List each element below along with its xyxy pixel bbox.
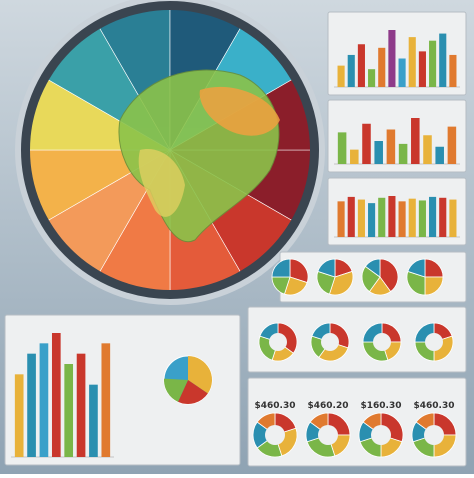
bar: [357, 199, 365, 237]
donut-hole: [373, 333, 391, 351]
bar: [398, 201, 406, 237]
panel: [4, 314, 241, 466]
donut-hole: [371, 425, 391, 445]
bar: [368, 69, 376, 87]
bar: [435, 146, 444, 164]
bar: [368, 203, 376, 237]
bar: [378, 47, 386, 87]
bar: [101, 343, 111, 457]
pie-segment: [289, 258, 309, 284]
panel: [247, 377, 467, 467]
bar: [429, 196, 437, 237]
bar: [64, 364, 74, 457]
pie-decor: [188, 356, 212, 394]
panel: [247, 306, 467, 373]
bar: [418, 51, 426, 87]
pie-segment: [406, 270, 426, 296]
bar: [388, 196, 396, 237]
bar: [408, 37, 416, 87]
bar: [27, 353, 36, 457]
pie-decor: [164, 378, 188, 402]
bar: [14, 374, 24, 457]
continent: [199, 86, 280, 136]
pie-segment: [318, 341, 349, 362]
bar: [89, 384, 98, 457]
bar: [378, 197, 386, 237]
bar: [408, 198, 416, 237]
donut-hole: [318, 425, 338, 445]
bar: [388, 30, 396, 87]
price: $160.30: [361, 401, 402, 411]
bar: [439, 197, 447, 237]
bar: [423, 135, 432, 164]
pie-segment: [317, 258, 336, 278]
bar: [51, 333, 61, 457]
bar: [337, 201, 345, 237]
bar: [357, 44, 365, 87]
pie-segment: [277, 322, 298, 354]
bar: [362, 123, 371, 164]
pie-segment: [271, 258, 291, 278]
pie-segment: [407, 258, 426, 278]
price: $460.30: [255, 401, 296, 411]
pie-segment: [379, 258, 399, 293]
pie-segment: [364, 258, 381, 278]
bar: [347, 54, 355, 87]
bar: [398, 143, 408, 164]
bar: [418, 200, 426, 237]
price: $460.20: [308, 401, 349, 411]
bar: [337, 65, 345, 87]
bar: [411, 118, 420, 164]
bar: [337, 132, 347, 164]
bar: [449, 199, 457, 237]
bar: [39, 343, 49, 457]
donut-hole: [321, 333, 339, 351]
price: $460.30: [414, 401, 455, 411]
bar: [374, 141, 383, 164]
bar: [350, 149, 359, 164]
bar: [439, 33, 447, 87]
bar: [447, 126, 457, 164]
bar: [386, 129, 396, 164]
bar: [449, 54, 457, 87]
bar: [347, 196, 355, 237]
panel: [327, 99, 467, 173]
bar: [429, 40, 437, 87]
bar: [398, 58, 406, 87]
donut-hole: [269, 333, 287, 351]
donut-hole: [425, 333, 443, 351]
donut-hole: [424, 425, 444, 445]
pie-decor: [178, 380, 208, 404]
panels: $460.30 $460.20 $160.30 $460.30: [4, 11, 467, 467]
bar: [76, 353, 86, 457]
donut-hole: [265, 425, 285, 445]
continent: [138, 149, 185, 217]
